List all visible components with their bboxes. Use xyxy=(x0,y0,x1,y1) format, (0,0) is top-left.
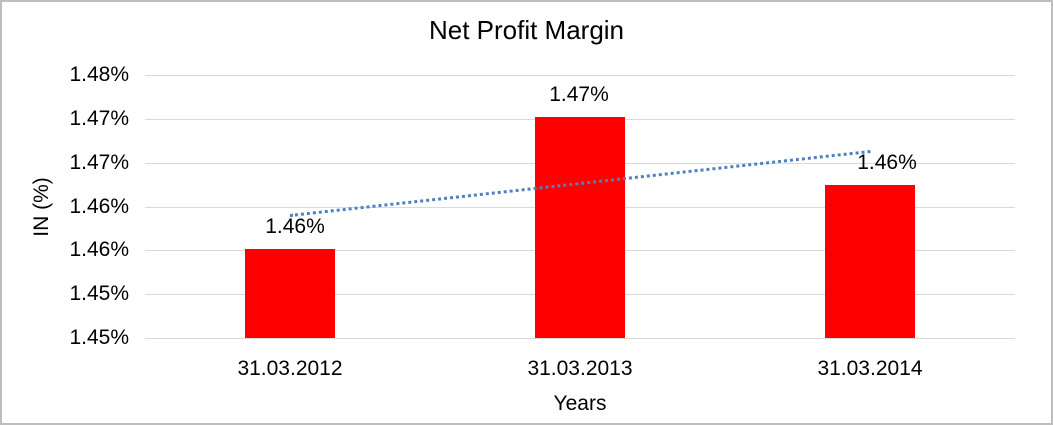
x-axis-title: Years xyxy=(553,392,607,415)
chart-title: Net Profit Margin xyxy=(428,15,625,45)
bar-data-label: 1.46% xyxy=(265,214,325,238)
x-tick-label: 31.03.2012 xyxy=(237,357,343,380)
y-tick-label: 1.47% xyxy=(69,106,129,130)
bar-31.03.2013 xyxy=(535,117,625,338)
x-tick-label: 31.03.2014 xyxy=(817,357,923,380)
x-tick-label: 31.03.2013 xyxy=(527,357,633,380)
bar-data-label: 1.47% xyxy=(549,83,609,107)
gridline xyxy=(145,75,1015,76)
y-tick-label: 1.46% xyxy=(69,194,129,218)
y-tick-label: 1.46% xyxy=(69,238,129,262)
gridline xyxy=(145,338,1015,339)
y-tick-label: 1.45% xyxy=(69,326,129,349)
y-tick-label: 1.45% xyxy=(69,282,129,306)
bar-data-label: 1.46% xyxy=(857,151,917,175)
plot-area: 1.46% 1.47% 1.46% xyxy=(145,75,1015,339)
y-tick-label: 1.47% xyxy=(69,150,129,174)
y-tick-label: 1.48% xyxy=(69,63,129,86)
bar-31.03.2012 xyxy=(245,248,335,338)
bar-31.03.2014 xyxy=(825,185,915,338)
